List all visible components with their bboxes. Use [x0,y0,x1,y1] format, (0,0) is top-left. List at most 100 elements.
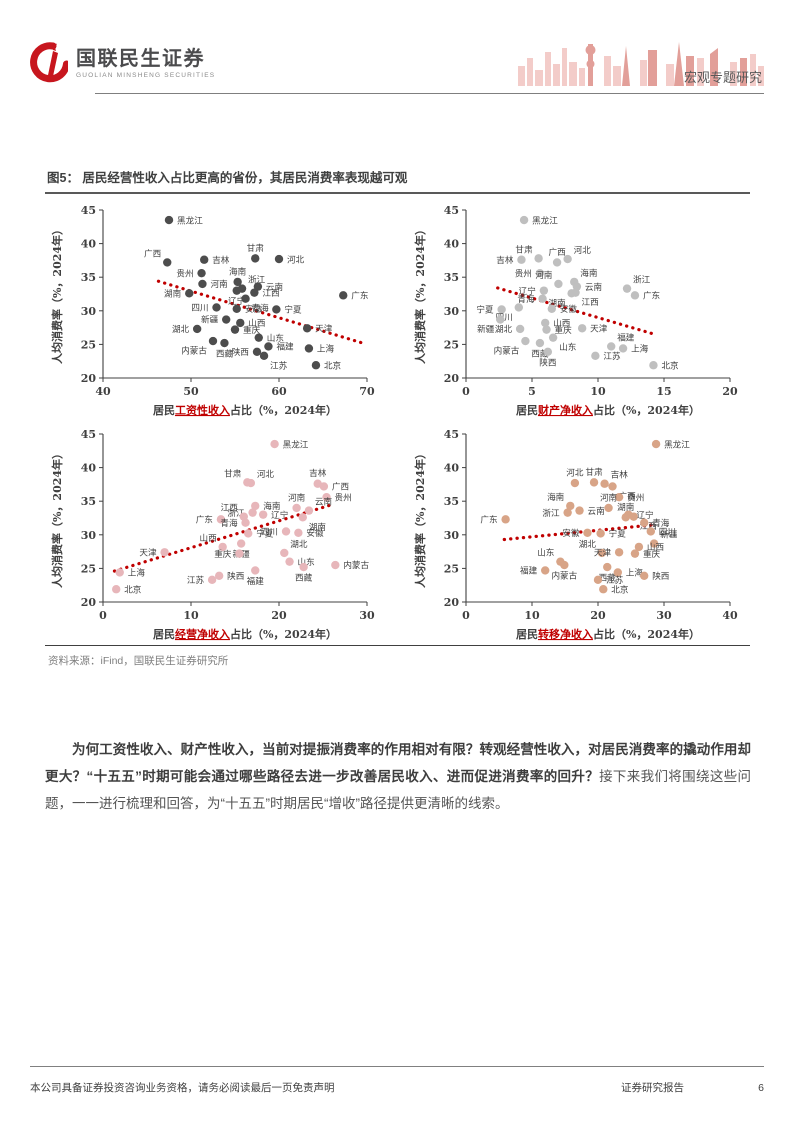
x-tick-label: 50 [183,385,199,398]
point-label: 江苏 [187,574,205,586]
scatter-point [220,338,229,348]
paragraph-bold-text: 为何工资性收入、财产性收入，当前对提振消费率的作用相对有限？转观经营性收入，对居… [45,741,751,784]
point-label: 安徽 [245,303,263,315]
point-label: 天津 [590,323,608,334]
point-label: 广西 [144,247,162,259]
point-label: 云南 [585,281,603,293]
scatter-point [519,215,529,225]
scatter-point [185,289,194,298]
scatter-point [560,560,569,570]
point-label: 内蒙古 [343,559,369,571]
point-label: 甘肃 [585,466,603,478]
point-label: 黑龙江 [283,438,309,450]
footer-disclaimer: 本公司具备证券投资咨询业务资格，请务必阅读最后一页免责声明 [30,1082,335,1094]
y-axis-title: 人均消费率（%，2024年） [50,448,64,588]
scatter-point [241,294,250,303]
scatter-point [298,513,307,522]
scatter-point [563,254,572,264]
scatter-point [112,585,121,594]
scatter-point [534,254,543,263]
x-tick-label: 70 [359,385,375,398]
scatter-point [649,361,658,370]
x-tick-label: 40 [722,609,738,622]
y-tick-label: 45 [444,204,459,217]
point-label: 湖北 [290,539,308,550]
point-label: 新疆 [660,529,678,541]
x-tick-label: 60 [271,385,287,398]
point-label: 安徽 [306,527,324,539]
point-label: 辽宁 [228,295,245,307]
point-label: 重庆 [643,548,661,560]
point-label: 福建 [247,575,265,587]
scatter-point [496,315,505,324]
scatter-point [250,288,259,297]
scatter-point [634,542,644,552]
point-label: 福建 [520,565,538,577]
scatter-point [254,333,263,342]
scatter-point [212,303,221,312]
body-paragraph: 为何工资性收入、财产性收入，当前对提振消费率的作用相对有限？转观经营性收入，对居… [45,736,751,817]
point-label: 北京 [324,359,342,371]
point-label: 海南 [547,491,565,503]
x-tick-label: 40 [95,385,111,398]
scatter-point [589,478,599,487]
point-label: 河南 [535,269,553,281]
point-label: 甘肃 [247,242,265,254]
y-axis-title: 人均消费率（%，2024年） [413,224,427,364]
scatter-point [294,528,303,537]
scatter-point [285,557,294,566]
point-label: 山东 [537,547,555,559]
point-label: 吉林 [611,469,629,481]
scatter-point [608,482,617,491]
point-label: 重庆 [243,324,261,336]
scatter-point [630,549,640,558]
point-label: 山东 [267,332,285,344]
y-tick-label: 45 [444,428,459,441]
scatter-point [629,512,638,521]
point-label: 辽宁 [519,285,536,297]
point-label: 广东 [643,290,661,302]
point-label: 湖南 [617,501,635,513]
point-label: 江苏 [606,574,624,586]
scatter-point [270,439,279,449]
point-label: 海南 [229,265,247,277]
point-label: 辽宁 [636,509,653,521]
trend-line [496,286,657,336]
y-tick-label: 30 [444,529,460,542]
point-label: 陕西 [652,570,670,582]
point-label: 山西 [248,318,266,329]
scatter-point [258,510,268,519]
scatter-point [593,575,603,585]
scatter-point [622,284,632,293]
point-label: 山西 [647,542,665,553]
x-axis-title: 居民财产净收入占比（%，2024年） [516,403,700,417]
x-tick-label: 0 [99,609,107,622]
point-label: 上海 [631,343,649,355]
scatter-point [599,585,608,594]
x-tick-label: 10 [590,385,606,398]
scatter-point [515,324,525,334]
y-tick-label: 35 [444,495,459,508]
trend-line [112,503,332,573]
point-label: 黑龙江 [177,214,203,226]
point-label: 安徽 [562,527,580,539]
point-label: 青海 [517,293,535,305]
scatter-point [604,503,613,513]
point-label: 江西 [582,297,600,308]
scatter-point [630,291,640,300]
point-label: 福建 [617,331,635,343]
scatter-point [198,279,207,289]
x-tick-label: 20 [590,609,606,622]
scatter-point [600,479,609,488]
x-tick-label: 30 [359,609,375,622]
point-label: 贵州 [515,267,532,279]
point-label: 上海 [317,343,335,355]
scatter-point [274,254,284,264]
point-label: 宁夏 [609,528,627,540]
y-axis-title: 人均消费率（%，2024年） [50,224,64,364]
point-label: 河南 [210,278,228,290]
scatter-point [614,548,624,557]
y-tick-label: 25 [81,338,96,351]
